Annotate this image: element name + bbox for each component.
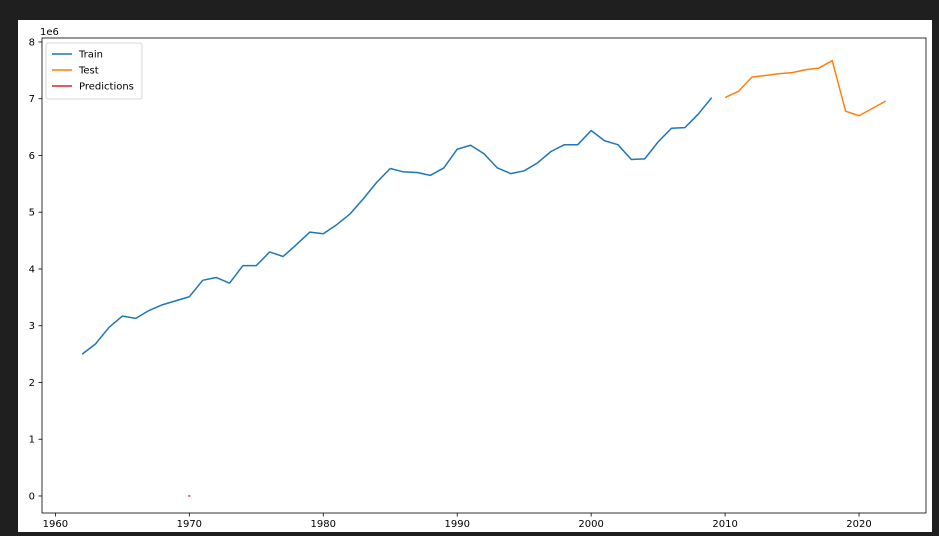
y-offset-label: 1e6 [40, 27, 59, 38]
y-tick-label: 3 [29, 321, 35, 332]
line-chart: 1960 1970 1980 1990 2000 2010 2020 0 1 2 3 4 5 6 7 8 1… [29, 27, 927, 530]
x-tick-label: 1980 [311, 519, 336, 530]
y-tick-label: 0 [29, 491, 35, 502]
train-series-line [81, 97, 713, 355]
x-tick-label: 1960 [43, 519, 68, 530]
x-tick-label: 1970 [177, 519, 202, 530]
legend-label-predictions: Predictions [79, 82, 134, 93]
y-tick-label: 2 [29, 378, 35, 389]
x-tick-label: 1990 [444, 519, 469, 530]
x-tick-label: 2020 [846, 519, 871, 530]
y-tick-label: 5 [29, 208, 35, 219]
y-tick-label: 6 [29, 151, 35, 162]
y-tick-label: 8 [29, 37, 35, 48]
x-axis-ticks: 1960 1970 1980 1990 2000 2010 2020 [43, 513, 872, 530]
legend: Train Test Predictions [45, 42, 143, 100]
legend-label-test: Test [78, 66, 99, 77]
figure: 1960 1970 1980 1990 2000 2010 2020 0 1 2 3 4 5 6 7 8 1… [18, 20, 932, 532]
y-tick-label: 4 [29, 264, 35, 275]
x-tick-label: 2010 [712, 519, 737, 530]
series-layer [81, 59, 887, 497]
axes-frame [41, 37, 927, 514]
y-tick-label: 7 [29, 94, 35, 105]
x-tick-label: 2000 [578, 519, 603, 530]
legend-label-train: Train [78, 50, 103, 61]
y-tick-label: 1 [29, 435, 35, 446]
legend-box [45, 42, 143, 100]
y-axis-ticks: 0 1 2 3 4 5 6 7 8 [29, 37, 42, 502]
test-series-line [724, 59, 887, 117]
